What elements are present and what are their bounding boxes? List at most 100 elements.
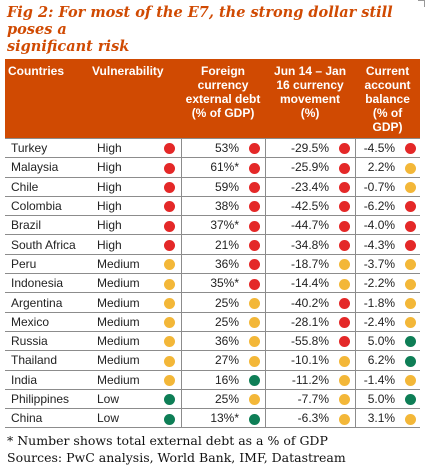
country-cell: Chile: [5, 177, 89, 197]
currency-cell: -7.7%: [264, 389, 336, 410]
currency-cell: -29.5%: [264, 137, 336, 159]
balance-dot: [405, 239, 417, 251]
debt-dot-cell: [245, 370, 266, 390]
debt-cell: 25%: [180, 312, 246, 332]
vulnerability-dot: [164, 336, 176, 348]
table-row: South Africa High 21% -34.8% -4.3%: [5, 234, 421, 255]
currency-dot: [339, 394, 351, 406]
debt-dot: [249, 375, 261, 387]
debt-cell: 13%*: [180, 408, 246, 429]
balance-cell: 5.0%: [354, 389, 402, 410]
vulnerability-cell: Medium: [89, 370, 159, 390]
vulnerability-dot: [164, 162, 176, 174]
debt-dot-cell: [245, 331, 266, 352]
balance-dot-cell: [401, 312, 421, 332]
vulnerability-dot-cell: [159, 254, 182, 275]
vulnerability-dot: [164, 297, 176, 309]
vulnerability-dot-cell: [159, 234, 182, 255]
debt-dot-cell: [245, 196, 266, 217]
currency-cell: -34.8%: [264, 234, 336, 255]
balance-dot: [405, 220, 417, 232]
debt-dot: [249, 297, 261, 309]
currency-cell: -18.7%: [264, 254, 336, 275]
currency-dot: [339, 375, 351, 387]
debt-dot-cell: [245, 408, 266, 429]
balance-dot-cell: [401, 350, 421, 371]
debt-dot: [249, 355, 261, 367]
debt-dot-cell: [245, 389, 266, 410]
debt-cell: 16%: [180, 370, 246, 390]
vulnerability-cell: High: [89, 137, 159, 159]
currency-dot: [339, 317, 351, 329]
vulnerability-dot-cell: [159, 137, 182, 159]
header-balance: Current account balance (% of GDP): [355, 59, 421, 139]
balance-dot-cell: [401, 331, 421, 352]
balance-cell: -2.2%: [354, 273, 402, 294]
balance-dot-cell: [401, 157, 421, 178]
debt-dot-cell: [245, 215, 266, 236]
currency-dot-cell: [335, 215, 356, 236]
currency-dot-cell: [335, 254, 356, 275]
currency-dot: [339, 278, 351, 290]
balance-cell: 2.2%: [354, 157, 402, 178]
vulnerability-dot: [164, 220, 176, 232]
footnote: * Number shows total external debt as a …: [7, 433, 328, 449]
currency-dot-cell: [335, 350, 356, 371]
debt-dot-cell: [245, 292, 266, 313]
balance-cell: 3.1%: [354, 408, 402, 429]
vulnerability-dot-cell: [159, 408, 182, 429]
balance-cell: 5.0%: [354, 331, 402, 352]
debt-dot-cell: [245, 254, 266, 275]
balance-cell: -4.0%: [354, 215, 402, 236]
currency-cell: -44.7%: [264, 215, 336, 236]
debt-dot: [249, 220, 261, 232]
balance-cell: -6.2%: [354, 196, 402, 217]
debt-cell: 38%: [180, 196, 246, 217]
balance-dot-cell: [401, 254, 421, 275]
vulnerability-dot: [164, 317, 176, 329]
country-cell: South Africa: [5, 234, 89, 255]
country-cell: Thailand: [5, 350, 89, 371]
balance-dot: [405, 201, 417, 213]
balance-dot: [405, 162, 417, 174]
currency-dot-cell: [335, 312, 356, 332]
balance-cell: -2.4%: [354, 312, 402, 332]
debt-dot: [249, 413, 261, 425]
balance-dot: [405, 336, 417, 348]
currency-dot: [339, 355, 351, 367]
table-row: Philippines Low 25% -7.7% 5.0%: [5, 389, 421, 410]
currency-cell: -42.5%: [264, 196, 336, 217]
debt-dot: [249, 201, 261, 213]
debt-cell: 59%: [180, 177, 246, 197]
debt-dot: [249, 317, 261, 329]
vulnerability-dot: [164, 143, 176, 155]
table-row: Indonesia Medium 35%* -14.4% -2.2%: [5, 273, 421, 294]
vulnerability-dot-cell: [159, 215, 182, 236]
country-cell: Colombia: [5, 196, 89, 217]
debt-dot: [249, 143, 261, 155]
currency-dot-cell: [335, 196, 356, 217]
currency-cell: -55.8%: [264, 331, 336, 352]
currency-dot-cell: [335, 408, 356, 429]
debt-cell: 36%: [180, 331, 246, 352]
country-cell: Argentina: [5, 292, 89, 313]
balance-cell: -1.8%: [354, 292, 402, 313]
currency-dot: [339, 162, 351, 174]
vulnerability-cell: High: [89, 196, 159, 217]
vulnerability-cell: High: [89, 234, 159, 255]
balance-cell: -4.5%: [354, 137, 402, 159]
vulnerability-dot: [164, 278, 176, 290]
vulnerability-dot: [164, 413, 176, 425]
debt-cell: 21%: [180, 234, 246, 255]
vulnerability-cell: Medium: [89, 273, 159, 294]
country-cell: Russia: [5, 331, 89, 352]
balance-dot-cell: [401, 370, 421, 390]
vulnerability-dot: [164, 375, 176, 387]
currency-cell: -40.2%: [264, 292, 336, 313]
vulnerability-dot: [164, 182, 176, 194]
debt-cell: 25%: [180, 292, 246, 313]
balance-dot: [405, 297, 417, 309]
vulnerability-cell: High: [89, 157, 159, 178]
vulnerability-dot-cell: [159, 331, 182, 352]
balance-cell: -1.4%: [354, 370, 402, 390]
